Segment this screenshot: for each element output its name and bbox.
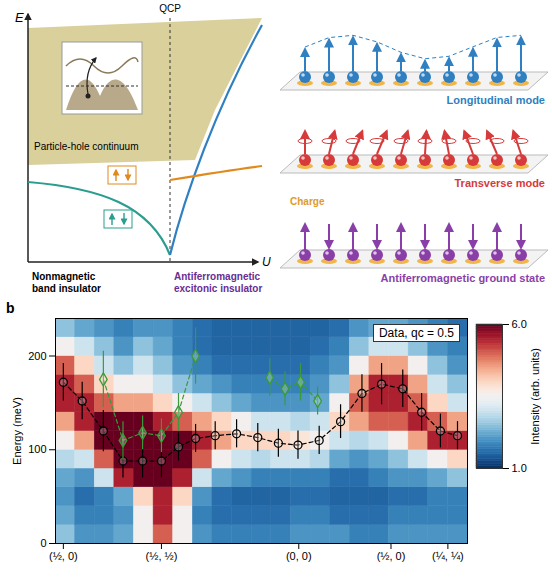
- svg-text:(0, 0): (0, 0): [286, 550, 312, 562]
- svg-text:excitonic insulator: excitonic insulator: [174, 283, 262, 294]
- svg-text:(½, ½): (½, ½): [146, 550, 178, 562]
- svg-text:QCP: QCP: [159, 3, 181, 14]
- svg-text:Energy (meV): Energy (meV): [11, 397, 23, 465]
- svg-text:Intensity (arb. units): Intensity (arb. units): [529, 348, 541, 445]
- svg-text:E: E: [15, 10, 24, 25]
- svg-text:100: 100: [28, 443, 46, 455]
- svg-text:Particle-hole continuum: Particle-hole continuum: [34, 141, 139, 152]
- svg-text:U: U: [262, 255, 271, 269]
- svg-text:(½, 0): (½, 0): [49, 550, 78, 562]
- svg-text:Transverse mode: Transverse mode: [455, 177, 546, 189]
- svg-text:Nonmagnetic: Nonmagnetic: [32, 271, 96, 282]
- svg-text:band insulator: band insulator: [32, 283, 101, 294]
- svg-text:Longitudinal mode: Longitudinal mode: [447, 94, 545, 106]
- svg-text:0: 0: [40, 537, 46, 549]
- svg-text:(¼, ¼): (¼, ¼): [432, 550, 464, 562]
- svg-text:Antiferromagnetic ground state: Antiferromagnetic ground state: [381, 272, 545, 284]
- svg-text:Antiferromagnetic: Antiferromagnetic: [174, 271, 261, 282]
- svg-text:6.0: 6.0: [512, 318, 527, 330]
- svg-text:Charge: Charge: [290, 196, 325, 207]
- html-text:Data, qc = 0.5: Data, qc = 0.5: [379, 326, 454, 340]
- svg-text:(½, 0): (½, 0): [377, 550, 406, 562]
- html-text:b: b: [6, 300, 15, 316]
- svg-text:1.0: 1.0: [512, 462, 527, 474]
- svg-text:200: 200: [28, 350, 46, 362]
